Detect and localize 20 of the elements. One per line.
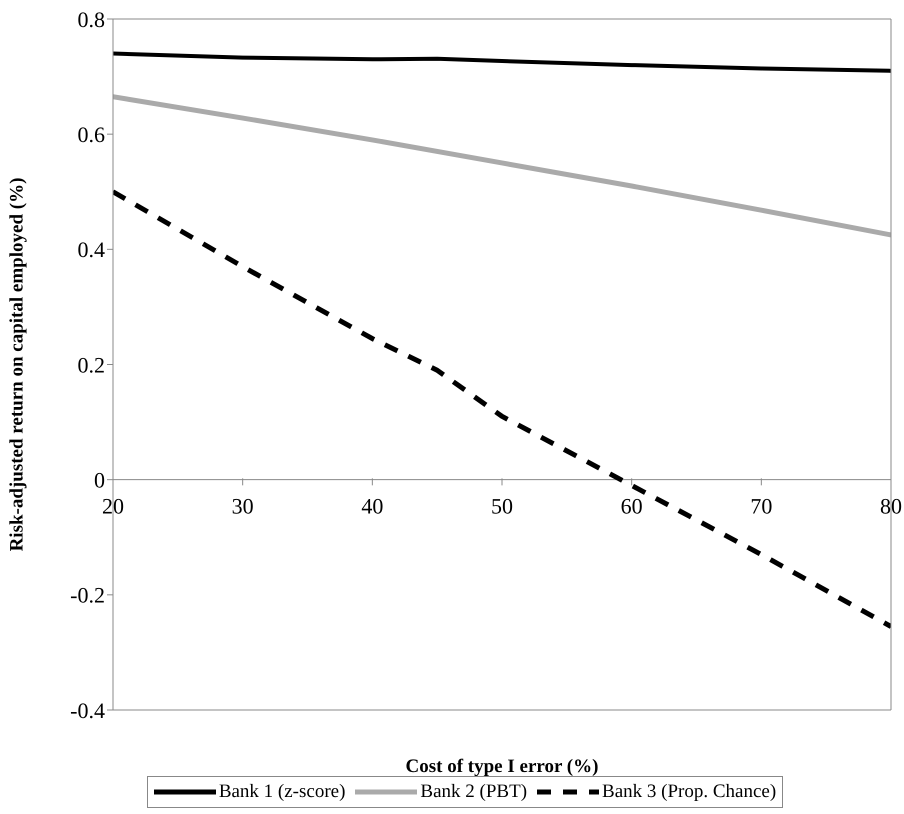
x-tick-label: 30 — [232, 493, 254, 518]
y-tick-label: -0.4 — [70, 698, 105, 723]
legend-label: Bank 1 (z-score) — [218, 781, 346, 803]
legend-label: Bank 3 (Prop. Chance) — [602, 781, 776, 803]
x-tick-label: 60 — [620, 493, 643, 518]
x-axis-title: Cost of type I error (%) — [406, 756, 598, 777]
legend-label: Bank 2 (PBT) — [420, 781, 528, 803]
x-tick-label: 20 — [102, 493, 124, 518]
x-tick-label: 40 — [361, 493, 384, 518]
line-series — [113, 52, 891, 73]
y-tick-label: 0 — [94, 467, 105, 492]
x-tick-label: 50 — [491, 493, 513, 518]
x-tick-label: 80 — [880, 493, 902, 518]
y-tick-label: 0.2 — [78, 352, 105, 378]
y-tick-label: 0.8 — [78, 6, 105, 32]
y-axis-title: Risk-adjusted return on capital employed (%) — [6, 178, 28, 552]
y-tick-label: 0.4 — [78, 237, 105, 262]
x-tick-label: 70 — [750, 493, 772, 518]
y-tick-label: -0.2 — [70, 582, 105, 608]
y-tick-label: 0.6 — [78, 122, 105, 147]
